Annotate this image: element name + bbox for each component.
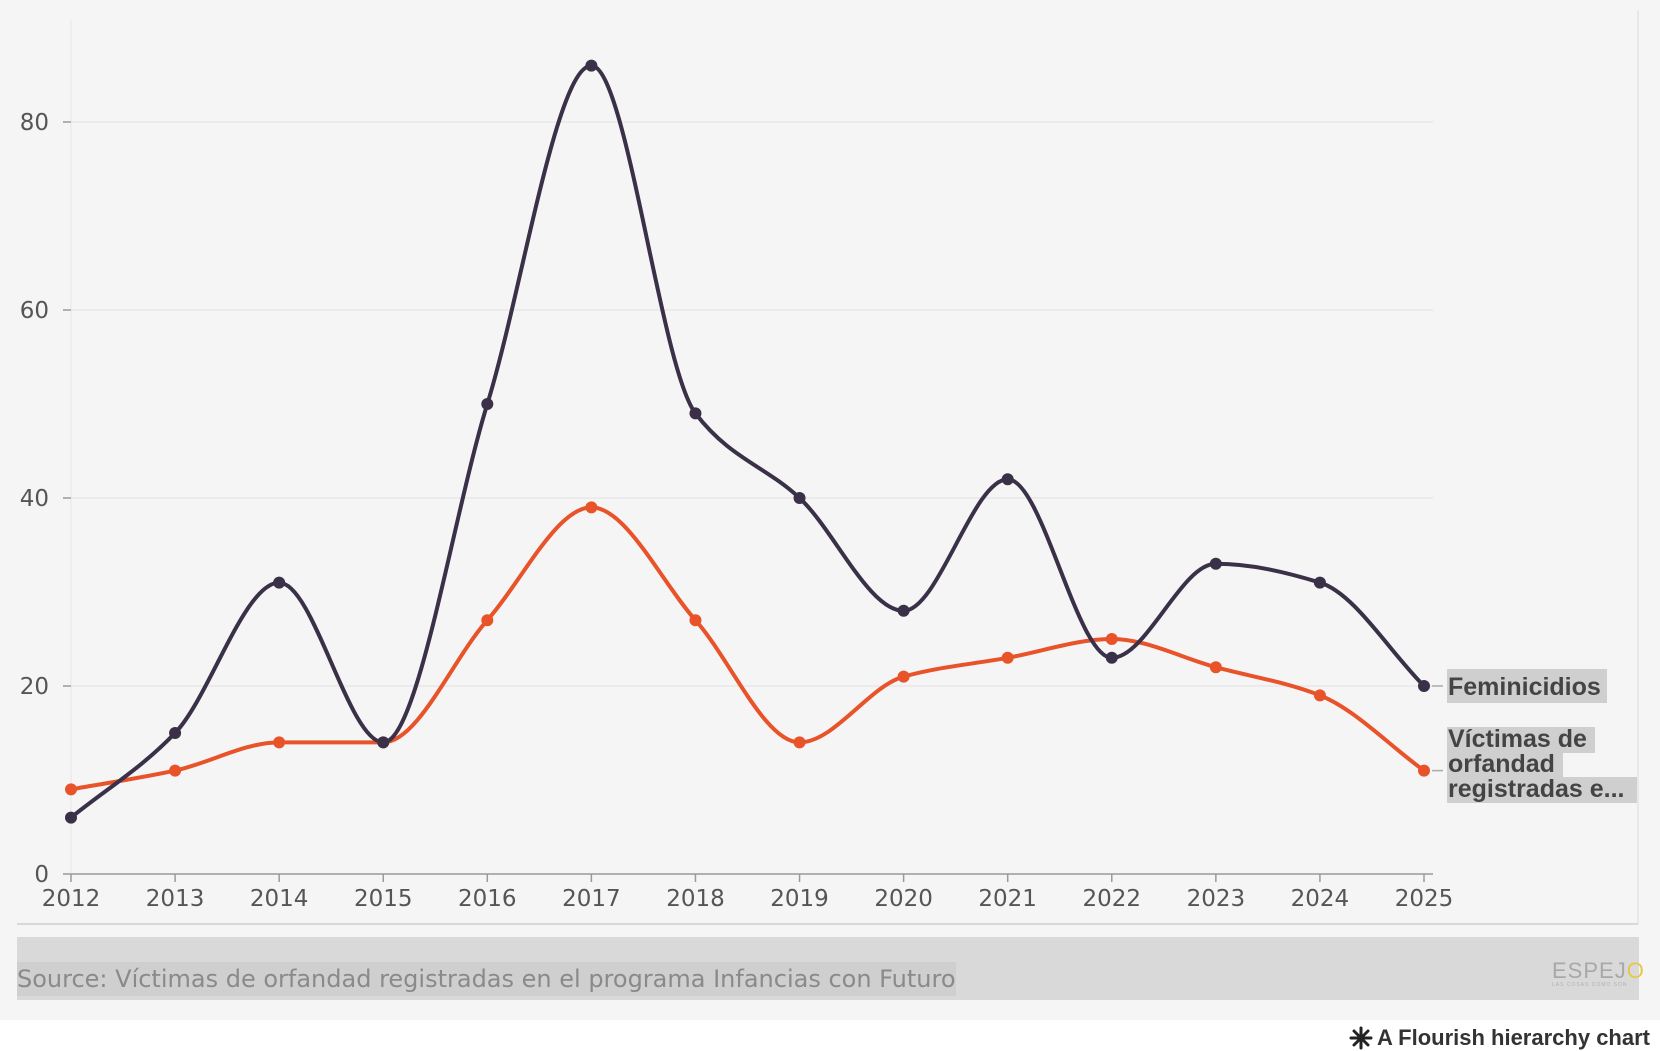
y-tick-label: 80 (20, 110, 49, 136)
data-point (1209, 557, 1222, 570)
data-point (1418, 680, 1430, 692)
series-line-1 (69, 505, 1426, 792)
x-tick-label: 2013 (146, 886, 205, 912)
x-tick-label: 2019 (770, 886, 829, 912)
data-points (65, 59, 1430, 824)
x-tick-label: 2020 (874, 886, 933, 912)
x-tick-label: 2021 (978, 886, 1037, 912)
data-point (585, 501, 598, 514)
line-chart: 0 20 40 60 80 2012 2013 2014 2015 2016 2017 2018 201… (17, 10, 1639, 925)
x-tick-label: 2017 (562, 886, 621, 912)
source-text: Source: Víctimas de orfandad registradas… (17, 962, 956, 996)
x-tick-label: 2025 (1395, 886, 1454, 912)
label-highlight (1447, 777, 1637, 803)
label-highlight (1447, 669, 1607, 703)
data-point (273, 736, 286, 749)
data-point (1313, 576, 1326, 589)
series-label-orfandad-line: registradas e... (1448, 775, 1624, 803)
series-end-labels: Feminicidios Víctimas deorfandadregistrad… (1432, 669, 1637, 803)
flourish-credit-link[interactable]: A Flourish hierarchy chart (1349, 1025, 1650, 1051)
x-tick-label: 2023 (1187, 886, 1246, 912)
x-tick-label: 2022 (1082, 886, 1141, 912)
y-tick-label: 0 (34, 862, 49, 888)
data-point (1209, 661, 1222, 674)
data-point (689, 407, 702, 420)
data-point (1001, 473, 1014, 486)
series-line-0 (69, 63, 1426, 820)
data-point (585, 59, 598, 72)
data-point (897, 670, 910, 683)
flourish-credit-text: A Flourish hierarchy chart (1376, 1025, 1650, 1050)
data-point (897, 604, 910, 617)
data-point (1105, 633, 1118, 645)
chart-panel: 0 20 40 60 80 2012 2013 2014 2015 2016 2017 2018 201… (17, 10, 1644, 1000)
label-highlight (1447, 727, 1595, 753)
data-point (689, 614, 702, 627)
series-lines (69, 63, 1426, 820)
y-tick-label: 60 (20, 298, 49, 324)
data-point (1313, 689, 1326, 702)
flourish-asterisk-icon (1349, 1026, 1373, 1050)
x-tick-label: 2018 (666, 886, 725, 912)
data-point (65, 783, 77, 796)
y-tick-label: 20 (20, 674, 49, 700)
logo-main: ESPEJ (1552, 958, 1627, 983)
series-label-feminicidios: Feminicidios (1448, 673, 1601, 701)
logo-accent: O (1626, 958, 1645, 983)
data-point (1105, 651, 1118, 664)
data-point (1418, 764, 1430, 777)
x-tick-label: 2015 (354, 886, 413, 912)
data-point (169, 764, 182, 777)
data-point (1001, 651, 1014, 664)
data-point (273, 576, 286, 589)
series-label-orfandad-line: orfandad (1448, 750, 1555, 778)
axes: 0 20 40 60 80 2012 2013 2014 2015 2016 2017 2018 201… (20, 110, 1454, 912)
x-tick-label: 2016 (458, 886, 517, 912)
espejo-logo[interactable]: ESPEJO LAS COSAS COMO SON (1552, 958, 1644, 988)
data-point (793, 736, 806, 749)
gridlines (17, 10, 1639, 925)
data-point (481, 614, 494, 627)
label-highlight (1447, 752, 1563, 778)
x-tick-label: 2014 (250, 886, 309, 912)
data-point (377, 736, 390, 749)
data-point (481, 398, 494, 410)
data-point (793, 492, 806, 504)
x-tick-label: 2024 (1291, 886, 1350, 912)
logo-tagline: LAS COSAS COMO SON (1552, 982, 1628, 988)
x-tick-label: 2012 (42, 886, 101, 912)
data-point (65, 811, 77, 824)
series-label-orfandad-line: Víctimas de (1448, 725, 1587, 753)
logo-wordmark: ESPEJO (1552, 958, 1644, 984)
data-point (169, 727, 182, 739)
y-tick-label: 40 (20, 486, 49, 512)
